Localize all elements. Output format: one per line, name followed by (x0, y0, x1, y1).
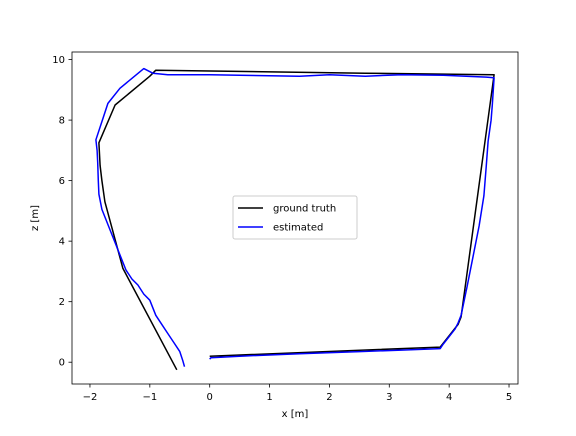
y-tick-label: 0 (59, 358, 65, 369)
x-tick-label: 0 (207, 392, 213, 403)
x-tick-label: 5 (506, 392, 512, 403)
x-tick-label: 1 (266, 392, 272, 403)
legend-label-ground-truth: ground truth (273, 204, 336, 215)
x-tick-label: −1 (142, 392, 157, 403)
y-tick-label: 2 (59, 297, 65, 308)
legend-label-estimated: estimated (273, 223, 323, 234)
ticks-layer: −2 −1 0 1 2 3 4 5 0 2 4 6 8 10 (52, 55, 512, 403)
axes-frame (71, 51, 519, 385)
y-tick-label: 10 (52, 55, 65, 66)
y-tick-label: 6 (59, 176, 65, 187)
x-tick-label: −2 (83, 392, 98, 403)
y-axis-label: z [m] (30, 205, 41, 231)
y-tick-label: 4 (59, 237, 65, 248)
legend-box (232, 195, 358, 240)
legend: ground truth estimated (232, 195, 358, 240)
series-estimated-line (95, 67, 495, 367)
x-tick-label: 2 (326, 392, 332, 403)
x-tick-label: 3 (386, 392, 392, 403)
series-layer (95, 67, 495, 371)
x-axis-label: x [m] (282, 409, 309, 420)
y-tick-label: 8 (59, 116, 65, 127)
x-tick-label: 4 (446, 392, 452, 403)
